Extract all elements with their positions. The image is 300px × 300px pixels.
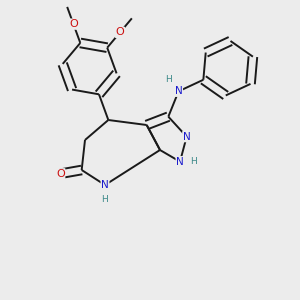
- Text: O: O: [56, 169, 65, 179]
- Text: N: N: [101, 180, 109, 190]
- Text: H: H: [190, 157, 197, 166]
- Text: N: N: [176, 157, 184, 167]
- Text: O: O: [69, 19, 78, 29]
- Text: H: H: [165, 75, 172, 84]
- Text: H: H: [102, 194, 108, 203]
- Text: N: N: [175, 86, 182, 96]
- Text: N: N: [183, 132, 190, 142]
- Text: O: O: [116, 27, 124, 38]
